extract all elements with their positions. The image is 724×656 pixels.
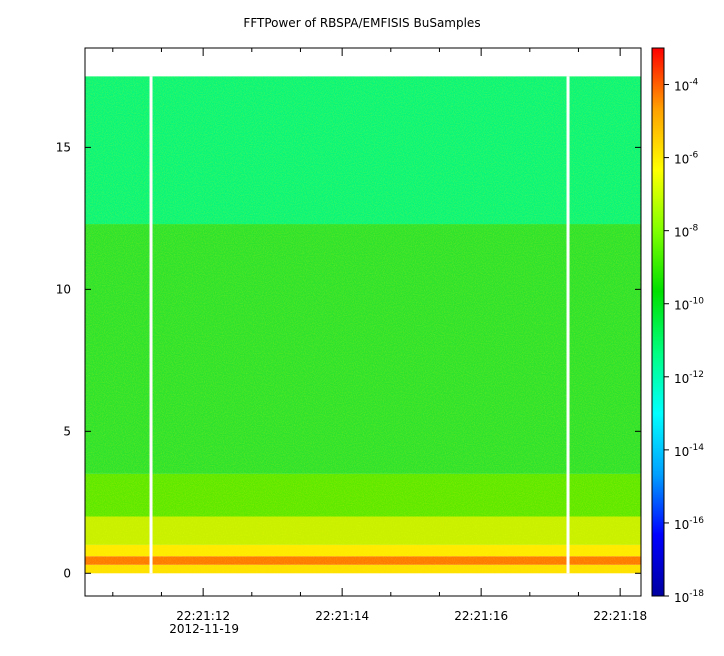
colorbar-tick-label-7: 10-4 xyxy=(674,78,699,94)
y-tick-label-3: 15 xyxy=(56,140,71,154)
data-gap-1 xyxy=(566,76,570,574)
colorbar-tick-label-0: 10-18 xyxy=(674,589,704,605)
colorbar-tick-label-4: 10-10 xyxy=(674,297,704,313)
colorbar-tick-label-5: 10-8 xyxy=(674,224,699,240)
data-gap-0 xyxy=(149,76,153,574)
x-tick-sublabel-0: 2012-11-19 xyxy=(169,622,239,636)
colorbar-tick-label-2: 10-14 xyxy=(674,443,704,459)
colorbar-tick-label-1: 10-16 xyxy=(674,516,704,532)
y-tick-label-2: 10 xyxy=(56,282,71,296)
chart-title: FFTPower of RBSPA/EMFISIS BuSamples xyxy=(243,16,481,30)
x-tick-label-1: 22:21:14 xyxy=(315,609,369,623)
colorbar-tick-label-6: 10-6 xyxy=(674,151,699,167)
colorbar xyxy=(651,47,665,597)
plot-frame xyxy=(84,47,642,597)
y-tick-label-0: 0 xyxy=(63,566,71,580)
colorbar-tick-label-3: 10-12 xyxy=(674,370,704,386)
x-tick-label-2: 22:21:16 xyxy=(454,609,508,623)
x-tick-label-3: 22:21:18 xyxy=(593,609,647,623)
spectrogram-noise xyxy=(85,76,641,574)
y-tick-label-1: 5 xyxy=(63,424,71,438)
x-tick-label-0: 22:21:12 xyxy=(176,609,230,623)
